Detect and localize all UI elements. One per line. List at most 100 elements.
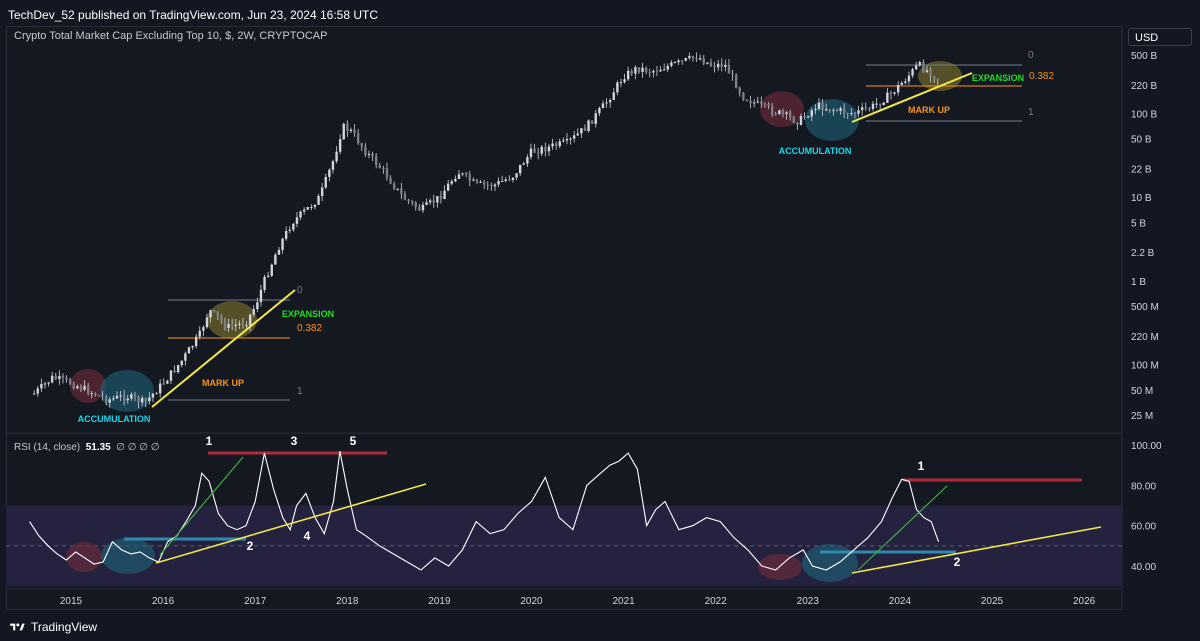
price-tick-label: 500 M xyxy=(1131,302,1159,313)
candle-body xyxy=(248,314,252,326)
candle-body xyxy=(245,325,248,327)
rsi-wave-label-3: 3 xyxy=(291,434,298,448)
time-tick-label: 2021 xyxy=(612,596,635,607)
candle-body xyxy=(83,385,86,390)
candle-body xyxy=(767,104,770,107)
candle-body xyxy=(716,63,720,68)
publisher-header: TechDev_52 published on TradingView.com,… xyxy=(8,8,379,22)
candle-body xyxy=(407,199,410,202)
candle-body xyxy=(630,70,633,74)
candle-body xyxy=(122,395,126,401)
candle-body xyxy=(785,112,788,114)
candle-body xyxy=(335,151,338,162)
candle-body xyxy=(464,173,468,175)
candle-body xyxy=(799,116,803,125)
candle-body xyxy=(515,173,518,178)
candle-body xyxy=(468,174,471,181)
candle-body xyxy=(331,161,335,170)
candle-body xyxy=(518,164,522,174)
time-tick-label: 2025 xyxy=(981,596,1004,607)
candle-body xyxy=(886,92,889,103)
candle-body xyxy=(835,110,839,112)
candle-body xyxy=(670,62,673,66)
candle-body xyxy=(36,388,39,394)
candle-body xyxy=(198,330,201,337)
candle-body xyxy=(392,183,396,189)
candle-body xyxy=(738,88,741,93)
candle-body xyxy=(911,69,914,76)
rsi-line xyxy=(29,450,940,571)
candle-body xyxy=(778,110,781,115)
candle-body xyxy=(868,108,871,110)
candle-body xyxy=(814,108,817,111)
markup-trendline-left xyxy=(151,289,296,408)
candle-body xyxy=(72,384,75,389)
candle-body xyxy=(713,65,716,68)
candle-body xyxy=(677,60,680,63)
candle-body xyxy=(97,395,101,397)
candle-body xyxy=(259,289,263,303)
candle-body xyxy=(43,383,47,385)
candle-body xyxy=(760,101,763,104)
candle-body xyxy=(191,346,194,348)
candle-body xyxy=(871,103,875,109)
candle-body xyxy=(529,148,533,158)
candle-body xyxy=(90,393,93,395)
candle-body xyxy=(522,163,525,165)
candle-body xyxy=(752,102,756,104)
candle-body xyxy=(594,113,597,124)
candle-body xyxy=(475,179,479,183)
candle-body xyxy=(205,317,209,328)
candle-body xyxy=(112,398,115,400)
candle-body xyxy=(54,375,57,380)
candle-body xyxy=(220,316,223,321)
candle-body xyxy=(310,206,313,208)
candle-body xyxy=(364,146,367,155)
candle-body xyxy=(418,207,421,211)
candle-body xyxy=(403,194,407,200)
candle-body xyxy=(702,58,705,64)
candle-body xyxy=(439,195,443,200)
candle-body xyxy=(796,122,799,125)
rsi-tick-label: 100.00 xyxy=(1131,441,1162,452)
candle-body xyxy=(857,110,860,114)
candle-body xyxy=(479,181,482,183)
candle-body xyxy=(472,179,475,181)
fib-1-label-left: 1 xyxy=(297,386,303,397)
currency-selector[interactable]: USD xyxy=(1128,28,1192,46)
candle-body xyxy=(108,399,111,403)
time-tick-label: 2020 xyxy=(520,596,543,607)
candle-body xyxy=(284,230,288,239)
candle-body xyxy=(590,120,594,124)
candle-body xyxy=(666,65,669,70)
candle-body xyxy=(194,336,198,347)
rsi-distribution-zone-right xyxy=(758,554,802,580)
candle-body xyxy=(382,168,385,170)
price-tick-label: 10 B xyxy=(1131,193,1152,204)
candle-body xyxy=(115,395,119,399)
candle-body xyxy=(378,165,381,169)
candle-body xyxy=(277,249,281,255)
candle-body xyxy=(396,188,399,190)
candle-body xyxy=(317,196,320,205)
candle-body xyxy=(569,138,572,140)
candle-body xyxy=(166,380,169,384)
candle-body xyxy=(706,62,709,64)
candle-body xyxy=(792,116,795,123)
candle-body xyxy=(770,106,774,114)
markup-label-left: MARK UP xyxy=(202,378,244,388)
candle-body xyxy=(493,184,497,187)
candle-body xyxy=(151,393,155,398)
candle-body xyxy=(925,70,929,72)
candle-body xyxy=(572,135,576,139)
chart-title: Crypto Total Market Cap Excluding Top 10… xyxy=(14,30,328,42)
candle-body xyxy=(907,75,911,82)
candle-body xyxy=(184,353,187,361)
price-tick-label: 25 M xyxy=(1131,411,1153,422)
candle-body xyxy=(349,129,353,132)
rsi-current-value: 51.35 xyxy=(85,442,111,453)
candle-body xyxy=(824,109,828,111)
candle-body xyxy=(806,116,810,118)
expansion-zone-right xyxy=(918,61,962,91)
candle-body xyxy=(436,195,439,203)
